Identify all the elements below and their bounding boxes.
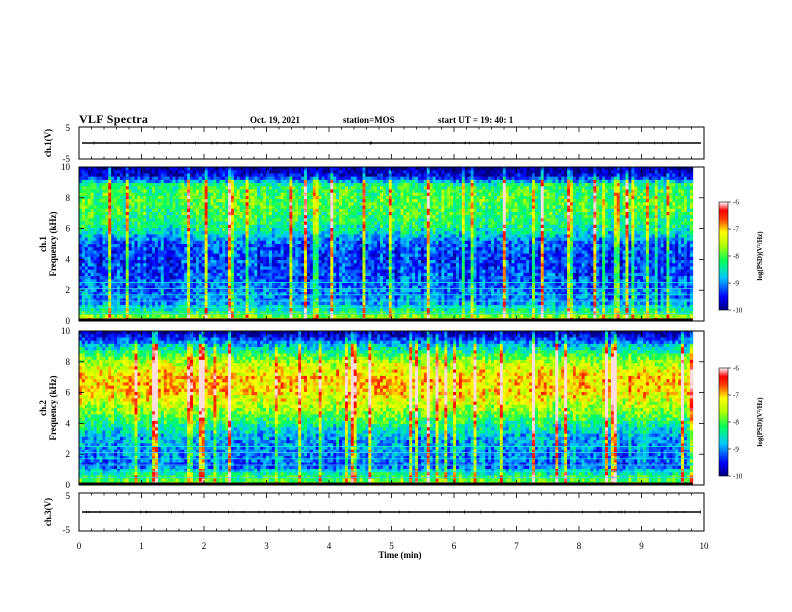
- x-tick-label: 7: [514, 541, 519, 551]
- ch2-ytick-label: 0: [66, 480, 71, 490]
- ch2-colorbar-tick: -8: [733, 419, 739, 427]
- ch2-ytick-label: 6: [66, 388, 71, 398]
- ch1-colorbar-label: log(PSD)(V²/Hz): [756, 231, 764, 281]
- ch1-ytick-label: 0: [66, 316, 71, 326]
- ch1-colorbar-tick: -8: [733, 253, 739, 261]
- ch2-ytick-label: 4: [66, 418, 71, 428]
- x-tick-label: 4: [327, 541, 332, 551]
- ch1-colorbar-tick: -9: [733, 280, 739, 288]
- ch1-colorbar-tick: -10: [733, 307, 743, 315]
- ch1-spectrogram-panel: 0 2 4 6 8 10 ch.1 Frequency (kHz): [38, 162, 705, 326]
- ch2-ytick-label: 2: [66, 449, 71, 459]
- ch3-waveform-ylabel: ch.3(V): [43, 498, 53, 526]
- ch3-ytick-bottom: -5: [63, 525, 71, 535]
- date-label: Oct. 19, 2021: [250, 115, 300, 125]
- ch1-colorbar-tick: -6: [733, 199, 739, 207]
- ch2-colorbar-tick: -9: [733, 446, 739, 454]
- x-tick-label: 0: [77, 541, 82, 551]
- ch1-colorbar: -6 -7 -8 -9 -10 log(PSD)(V²/Hz): [718, 199, 764, 315]
- ch1-channel-label: ch.1: [38, 236, 48, 252]
- ch2-colorbar: -6 -7 -8 -9 -10 log(PSD)(V²/Hz): [718, 365, 764, 481]
- station-label: station=MOS: [343, 115, 395, 125]
- x-axis-label: Time (min): [378, 550, 421, 560]
- x-tick-label: 6: [452, 541, 457, 551]
- ch2-frequency-label: Frequency (kHz): [48, 375, 58, 440]
- x-tick-label: 3: [264, 541, 269, 551]
- ch1-frequency-label: Frequency (kHz): [48, 211, 58, 276]
- ch1-ytick-label: 2: [66, 285, 71, 295]
- ch1-ytick-label: 4: [66, 254, 71, 264]
- x-tick-label: 9: [639, 541, 644, 551]
- x-tick-label: 5: [389, 541, 394, 551]
- ch1-waveform-panel: 5 -5 ch.1(V): [43, 123, 705, 164]
- x-axis-tick-labels: 0 1 2 3 4 5 6 7 8 9 10: [77, 541, 709, 551]
- ch3-waveform-line: [82, 510, 701, 514]
- ch1-colorbar-tick: -7: [733, 226, 739, 234]
- ch2-ytick-label: 8: [66, 357, 71, 367]
- ch2-ytick-label: 10: [61, 326, 71, 336]
- ch1-waveform-ylabel: ch.1(V): [43, 129, 53, 157]
- x-tick-label: 10: [700, 541, 710, 551]
- ch1-waveform-line: [82, 141, 701, 145]
- ch2-colorbar-tick: -10: [733, 473, 743, 481]
- start-time-label: start UT = 19: 40: 1: [438, 115, 513, 125]
- ch1-ytick-label: 8: [66, 193, 71, 203]
- x-tick-label: 2: [202, 541, 207, 551]
- ch2-channel-label: ch.2: [38, 400, 48, 416]
- ch3-ytick-top: 5: [66, 491, 71, 501]
- ch2-colorbar-tick: -6: [733, 365, 739, 373]
- ch1-ytick-bottom: -5: [63, 154, 71, 164]
- ch1-ytick-label: 10: [61, 162, 71, 172]
- ch2-colorbar-label: log(PSD)(V²/Hz): [756, 397, 764, 447]
- ch2-spectrogram-image: [79, 331, 694, 485]
- chart-title: VLF Spectra: [79, 112, 148, 127]
- ch1-ytick-label: 6: [66, 224, 71, 234]
- x-tick-label: 1: [139, 541, 144, 551]
- ch3-waveform-panel: 5 -5 ch.3(V): [43, 491, 705, 535]
- ch2-colorbar-tick: -7: [733, 392, 739, 400]
- x-tick-label: 8: [577, 541, 582, 551]
- ch1-spectrogram-image: [79, 167, 694, 321]
- ch1-ytick-top: 5: [66, 123, 71, 133]
- ch2-spectrogram-panel: 0 2 4 6 8 10 ch.2 Frequency (kHz): [38, 326, 705, 490]
